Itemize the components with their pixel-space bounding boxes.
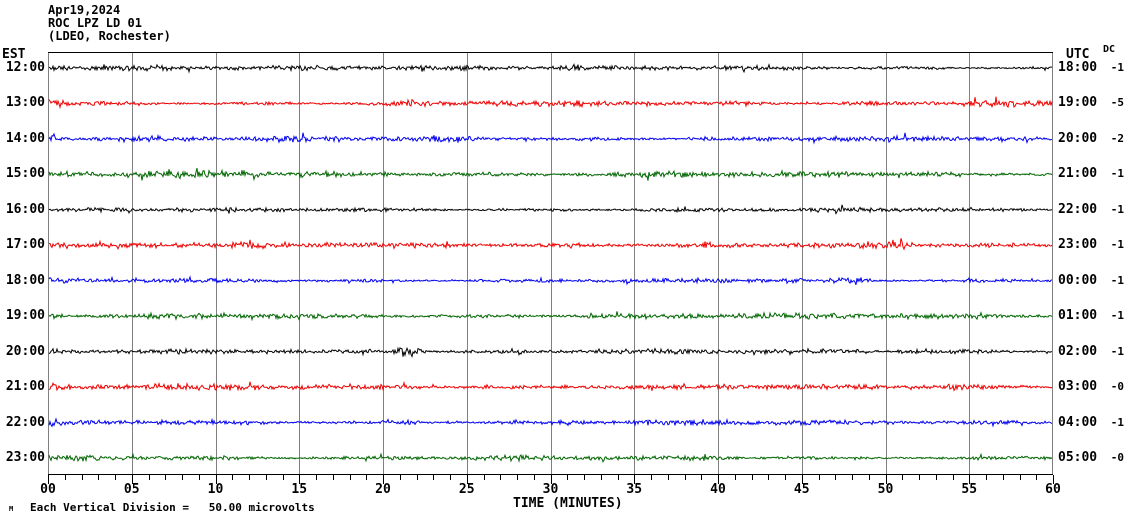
x-tick-label: 40 <box>710 482 726 497</box>
utc-time-label: 03:00 <box>1058 379 1098 395</box>
trace-row <box>48 238 1053 251</box>
est-time-label: 16:00 <box>5 201 45 217</box>
plot-area <box>48 52 1054 484</box>
dc-value: -2 <box>1110 132 1124 146</box>
x-tick-label: 10 <box>207 482 224 497</box>
utc-time-label: 04:00 <box>1058 414 1098 430</box>
trace-row <box>48 204 1053 215</box>
trace-row <box>48 417 1053 428</box>
x-tick-label: 00 <box>40 482 56 497</box>
est-time-label: 19:00 <box>5 308 45 324</box>
x-tick-label: 45 <box>793 482 810 497</box>
utc-time-label: 18:00 <box>1058 60 1098 76</box>
est-header: EST <box>2 47 26 62</box>
utc-time-label: 05:00 <box>1058 450 1098 466</box>
trace-row <box>48 452 1053 463</box>
dc-value: -5 <box>1110 96 1124 110</box>
x-tick-label: 15 <box>291 482 308 497</box>
x-tick-label: 60 <box>1045 482 1061 497</box>
title-station: ROC LPZ LD 01 <box>48 16 142 30</box>
dc-value: -1 <box>1110 415 1124 429</box>
trace-row <box>48 132 1053 145</box>
est-time-label: 21:00 <box>5 379 45 395</box>
utc-time-label: 01:00 <box>1058 308 1098 324</box>
utc-time-label: 00:00 <box>1058 272 1098 288</box>
est-time-label: 18:00 <box>5 272 45 288</box>
title-date: Apr19,2024 <box>48 3 121 17</box>
est-time-label: 14:00 <box>5 131 45 147</box>
dc-header: DC <box>1103 44 1116 55</box>
dc-value: -0 <box>1110 380 1124 394</box>
utc-time-label: 23:00 <box>1058 237 1098 253</box>
dc-value: -1 <box>1110 238 1124 252</box>
trace-row <box>48 275 1053 286</box>
x-tick-label: 30 <box>542 482 559 497</box>
utc-time-label: 19:00 <box>1058 95 1098 111</box>
dc-value: -1 <box>1110 273 1124 287</box>
trace-row <box>48 167 1053 182</box>
trace-row <box>48 346 1053 359</box>
dc-value: -0 <box>1110 451 1124 465</box>
x-tick-label: 25 <box>458 482 475 497</box>
utc-header: UTC <box>1066 47 1090 62</box>
x-axis-label: TIME (MINUTES) <box>513 496 623 511</box>
est-time-label: 23:00 <box>5 450 45 466</box>
dc-value: -1 <box>1110 344 1124 358</box>
x-tick-label: 35 <box>626 482 643 497</box>
trace-row <box>48 380 1053 392</box>
trace-row <box>48 96 1053 110</box>
watermark-glyph: M <box>9 505 14 513</box>
dc-value: -1 <box>1110 167 1124 181</box>
dc-value: -1 <box>1110 309 1124 323</box>
dc-value: -1 <box>1110 61 1124 75</box>
est-time-label: 20:00 <box>5 343 45 359</box>
scale-note: Each Vertical Division = 50.00 microvolt… <box>30 501 315 514</box>
est-time-label: 12:00 <box>5 60 45 76</box>
est-time-label: 17:00 <box>5 237 45 253</box>
utc-time-label: 22:00 <box>1058 201 1098 217</box>
utc-time-label: 20:00 <box>1058 131 1098 147</box>
x-tick-label: 50 <box>877 482 894 497</box>
utc-time-label: 21:00 <box>1058 166 1098 182</box>
utc-time-label: 02:00 <box>1058 343 1098 359</box>
est-time-label: 22:00 <box>5 414 45 430</box>
trace-row <box>48 311 1053 322</box>
x-tick-label: 05 <box>123 482 140 497</box>
trace-row <box>48 63 1052 74</box>
dc-value: -1 <box>1110 203 1124 217</box>
title-network: (LDEO, Rochester) <box>48 29 171 43</box>
x-tick-label: 20 <box>375 482 391 497</box>
x-tick-label: 55 <box>961 482 978 497</box>
est-time-label: 15:00 <box>5 166 45 182</box>
est-time-label: 13:00 <box>5 95 45 111</box>
